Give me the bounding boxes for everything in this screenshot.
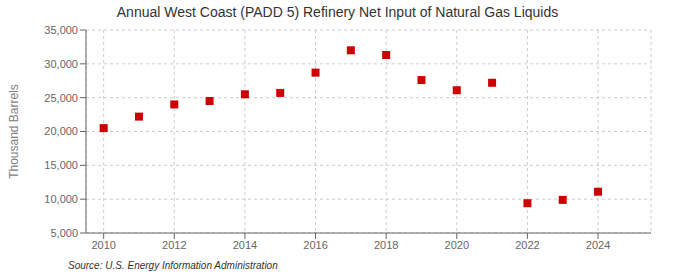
svg-text:25,000: 25,000 bbox=[44, 92, 78, 104]
svg-text:10,000: 10,000 bbox=[44, 193, 78, 205]
svg-text:2014: 2014 bbox=[233, 239, 257, 251]
svg-text:2020: 2020 bbox=[445, 239, 469, 251]
svg-text:20,000: 20,000 bbox=[44, 125, 78, 137]
svg-text:2016: 2016 bbox=[303, 239, 327, 251]
svg-text:2022: 2022 bbox=[515, 239, 539, 251]
svg-text:Thousand Barrels: Thousand Barrels bbox=[8, 84, 21, 179]
html-text:Annual West Coast (PADD 5) Ref: Annual West Coast (PADD 5) Refinery Net … bbox=[116, 4, 559, 20]
svg-text:5,000: 5,000 bbox=[50, 227, 78, 239]
svg-text:2012: 2012 bbox=[162, 239, 186, 251]
html-text:Source: U.S. Energy Informatio: Source: U.S. Energy Information Administ… bbox=[68, 260, 278, 271]
svg-text:2010: 2010 bbox=[91, 239, 115, 251]
svg-text:35,000: 35,000 bbox=[44, 24, 78, 36]
svg-text:15,000: 15,000 bbox=[44, 159, 78, 171]
svg-text:2018: 2018 bbox=[374, 239, 398, 251]
svg-text:2024: 2024 bbox=[586, 239, 610, 251]
svg-text:30,000: 30,000 bbox=[44, 58, 78, 70]
